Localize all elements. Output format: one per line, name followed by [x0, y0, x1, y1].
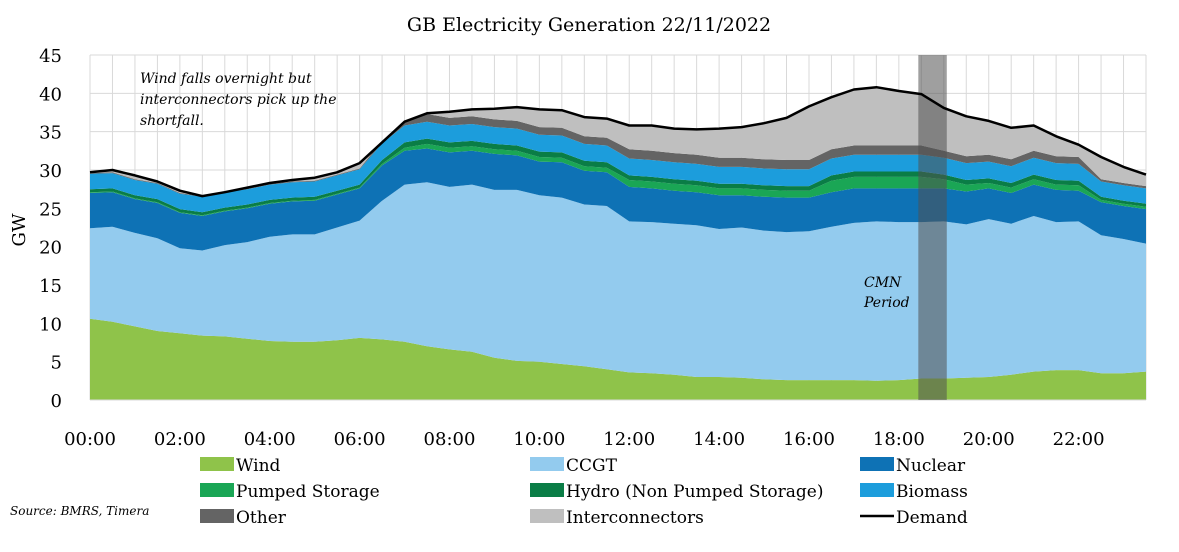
y-tick-label: 40: [39, 84, 62, 105]
x-tick-label: 18:00: [873, 429, 925, 450]
legend-swatch: [530, 457, 564, 471]
legend-label: Nuclear: [896, 456, 966, 476]
legend-item: Nuclear: [860, 456, 966, 476]
area-nuclear: [90, 148, 1146, 251]
y-tick-label: 45: [39, 46, 62, 67]
legend-item: CCGT: [530, 456, 618, 476]
area-ccgt: [90, 182, 1146, 381]
legend-swatch: [200, 509, 234, 523]
legend-label: CCGT: [566, 456, 618, 476]
y-tick-label: 25: [39, 199, 62, 220]
x-tick-label: 02:00: [154, 429, 206, 450]
legend-label: Wind: [236, 456, 281, 476]
y-tick-label: 15: [39, 276, 62, 297]
y-tick-label: 5: [51, 353, 62, 374]
annotation-line: interconnectors pick up the: [140, 92, 336, 108]
x-tick-label: 06:00: [334, 429, 386, 450]
legend-item: Pumped Storage: [200, 482, 380, 502]
legend-label: Demand: [896, 508, 968, 528]
legend: Wind CCGT Nuclear Pumped Storage Hydro (Non …: [200, 456, 968, 528]
x-tick-label: 14:00: [693, 429, 745, 450]
stacked-areas: [90, 87, 1146, 401]
legend-item: Other: [200, 508, 287, 528]
legend-swatch: [200, 457, 234, 471]
legend-item: Hydro (Non Pumped Storage): [530, 482, 823, 502]
legend-item: Biomass: [860, 482, 968, 502]
legend-item: Wind: [200, 456, 281, 476]
area-wind: [90, 318, 1146, 400]
cmn-band: [918, 55, 947, 400]
y-tick-label: 20: [39, 238, 62, 259]
cmn-period-band: [918, 55, 947, 400]
legend-swatch: [530, 483, 564, 497]
legend-label: Pumped Storage: [236, 482, 380, 502]
legend-swatch: [530, 509, 564, 523]
annotation: Wind falls overnight but interconnectors…: [140, 71, 336, 129]
x-tick-label: 04:00: [244, 429, 296, 450]
source-note: Source: BMRS, Timera: [10, 504, 149, 518]
annotation-line: shortfall.: [140, 113, 204, 129]
cmn-label-line: Period: [863, 295, 910, 311]
demand-line-group: [89, 85, 1147, 198]
x-tick-label: 08:00: [424, 429, 476, 450]
x-tick-label: 16:00: [783, 429, 835, 450]
x-tick-label: 22:00: [1053, 429, 1105, 450]
annotation-line: Wind falls overnight but: [140, 71, 312, 87]
demand-line: [89, 85, 1147, 198]
legend-item: Demand: [860, 508, 968, 528]
y-tick-label: 10: [39, 314, 62, 335]
legend-label: Hydro (Non Pumped Storage): [566, 482, 823, 502]
cmn-period-label: CMN Period: [863, 275, 910, 311]
x-tick-label: 20:00: [963, 429, 1015, 450]
x-tick-label: 12:00: [603, 429, 655, 450]
y-tick-label: 0: [51, 391, 62, 412]
y-axis: 0 5 10 15 20 25 30 35 40 45: [39, 46, 62, 412]
x-tick-label: 10:00: [513, 429, 565, 450]
legend-item: Interconnectors: [530, 508, 704, 528]
y-tick-label: 30: [39, 161, 62, 182]
legend-swatch: [200, 483, 234, 497]
x-axis: 00:00 02:00 04:00 06:00 08:00 10:00 12:00 14:00…: [64, 429, 1104, 450]
legend-label: Interconnectors: [566, 508, 704, 528]
y-tick-label: 35: [39, 123, 62, 144]
x-tick-label: 00:00: [64, 429, 116, 450]
chart-title: GB Electricity Generation 22/11/2022: [407, 14, 771, 36]
y-axis-label: GW: [9, 213, 30, 246]
cmn-label-line: CMN: [864, 275, 902, 291]
area-interconnectors: [90, 87, 1146, 197]
legend-swatch: [860, 483, 894, 497]
legend-label: Biomass: [896, 482, 968, 502]
legend-swatch: [860, 457, 894, 471]
legend-label: Other: [236, 508, 287, 528]
area-biomass: [90, 121, 1146, 213]
